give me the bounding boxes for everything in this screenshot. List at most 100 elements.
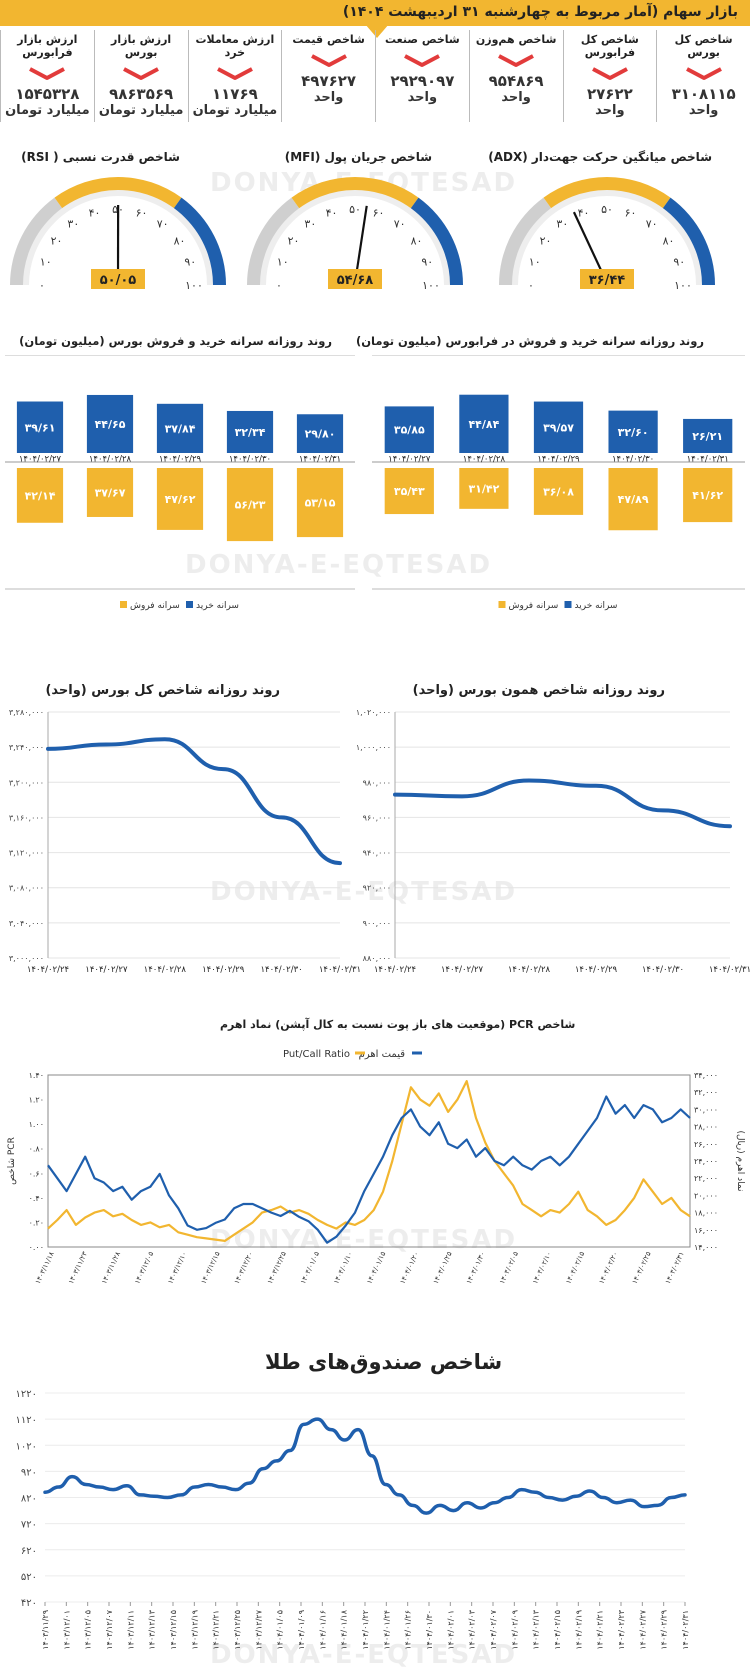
stat-title: ارزش بازار بورس: [111, 33, 172, 59]
y-right-tick-label: ۲۰,۰۰۰: [694, 1191, 718, 1200]
gauge-value-label: ۳۶/۴۴: [589, 273, 626, 288]
trend-down-chevron: [216, 67, 253, 80]
gauge-tick-label: ۳۰: [67, 218, 79, 231]
gauge-tick-label: ۸۰: [663, 234, 675, 247]
x-tick-label: ۱۴۰۴/۰۲/۰۳: [468, 1609, 477, 1649]
x-tick-label: ۱۴۰۴/۰۲/۲۳: [617, 1609, 626, 1649]
bar-sell-label: ۵۳/۱۵: [305, 497, 336, 510]
legend-label-ahrom: قیمت اهرم: [359, 1049, 406, 1060]
bar-buy-label: ۲۹/۸۰: [305, 428, 336, 441]
trend-down-icon: [591, 67, 628, 80]
bar-buy: [608, 410, 658, 453]
x-tick-label: ۱۴۰۴/۰۲/۱۳: [532, 1609, 541, 1649]
gauge-tick-label: ۷۰: [157, 218, 169, 231]
x-tick-label: ۱۴۰۳/۱۲/۱۳: [148, 1609, 157, 1649]
trend-down-icon: [29, 67, 66, 80]
gauge-tick-label: ۷۰: [646, 218, 658, 231]
bar-buy-label: ۴۴/۸۴: [468, 418, 499, 431]
stat-card: ارزش بازار فرابورس ۱۵۴۵۳۲۸ میلیارد تومان: [0, 30, 94, 122]
gauge-tick-label: ۹۰: [673, 256, 685, 269]
bar-buy: [384, 406, 434, 453]
gauge-tick-label: ۷۰: [394, 218, 406, 231]
x-tick-label: ۱۴۰۴/۰۱/۱۵: [365, 1250, 387, 1285]
bar-category-label: ۱۴۰۴/۰۲/۳۰: [612, 455, 654, 465]
y-tick-label: ۳,۲۸۰,۰۰۰: [9, 708, 44, 717]
gauge-tick-label: ۲۰: [540, 234, 552, 247]
index-line: [46, 737, 342, 866]
x-tick-label: ۱۴۰۴/۰۱/۲۶: [404, 1610, 413, 1650]
y-right-tick-label: ۱۴,۰۰۰: [694, 1243, 718, 1252]
y-right-tick-label: ۳۴,۰۰۰: [694, 1071, 718, 1080]
watermark: DONYA-E-EQTESAD: [210, 1225, 518, 1255]
y-tick-label: ۳,۱۲۰,۰۰۰: [9, 849, 44, 858]
stat-title: شاخص هم‌وزن: [475, 33, 557, 46]
x-tick-label: ۱۴۰۴/۰۱/۱۶: [318, 1610, 327, 1650]
gauge-title-mfi: شاخص جریان پول (MFI): [284, 150, 432, 164]
chart-title-bourse-index: روند روزانه شاخص کل بورس (واحد): [45, 683, 280, 698]
y-right-tick-label: ۲۶,۰۰۰: [694, 1140, 718, 1149]
y-left-axis-label: شاخص PCR: [7, 1137, 17, 1185]
trend-down-icon: [498, 54, 535, 67]
gauge-tick-label: ۹۰: [184, 256, 196, 269]
stat-unit: میلیارد تومان: [98, 103, 184, 118]
y-tick-label: ۱۱۲۰: [16, 1415, 37, 1426]
stat-card: شاخص هم‌وزن ۹۵۴۸۶۹ واحد: [468, 30, 563, 122]
x-tick-label: ۱۴۰۳/۱۲/۱۵: [169, 1610, 178, 1650]
gauge-tick-label: ۱۰: [529, 256, 541, 269]
y-tick-label: ۵۲۰: [21, 1572, 37, 1583]
bar-sell-label: ۳۶/۰۸: [543, 485, 574, 498]
y-right-tick-label: ۳۰,۰۰۰: [694, 1105, 718, 1114]
bar-sell-label: ۳۷/۶۷: [95, 486, 126, 499]
stat-value: ۲۹۲۹۰۹۷: [390, 72, 455, 90]
stat-card: شاخص کل بورس ۳۱۰۸۱۱۵ واحد: [656, 30, 750, 122]
x-tick-label: ۱۴۰۴/۰۱/۰۹: [297, 1610, 306, 1650]
x-tick-label: ۱۴۰۴/۰۲/۲۷: [638, 1609, 647, 1649]
bar-sell: [86, 468, 134, 517]
x-tick-label: ۱۴۰۴/۰۲/۱۵: [564, 1250, 586, 1285]
bar-sell-label: ۴۷/۶۲: [165, 493, 196, 506]
stat-card: شاخص کل فرابورس ۲۷۶۲۲ واحد: [562, 30, 657, 122]
chart-title-hamvazn: روند روزانه شاخص همون بورس (واحد): [412, 683, 665, 698]
x-tick-label: ۱۴۰۴/۰۱/۱۸: [340, 1609, 349, 1649]
gauge-tick-label: ۰: [528, 279, 534, 292]
gauge-tick-label: ۱۰: [277, 256, 289, 269]
bar-buy-label: ۳۵/۸۵: [394, 424, 425, 437]
trend-down-chevron: [685, 67, 722, 80]
gauge-tick-label: ۵۰: [601, 203, 613, 216]
trend-down-chevron: [310, 54, 347, 67]
gauge-inner-ring: [512, 190, 702, 286]
x-tick-label: ۱۴۰۴/۰۲/۱۵: [553, 1610, 562, 1650]
y-left-tick-label: ۰.۸۰: [29, 1145, 44, 1154]
x-tick-label: ۱۴۰۴/۰۲/۲۹: [575, 965, 618, 975]
x-tick-label: ۱۴۰۴/۰۲/۲۷: [441, 965, 484, 975]
x-tick-label: ۱۴۰۴/۰۲/۳۱: [681, 1610, 690, 1650]
stat-card: شاخص صنعت ۲۹۲۹۰۹۷ واحد: [375, 30, 469, 122]
stat-value: ۹۵۴۸۶۹: [488, 72, 544, 90]
y-left-tick-label: ۰.۴۰: [29, 1194, 44, 1203]
y-tick-label: ۶۲۰: [21, 1546, 37, 1557]
bar-buy: [459, 394, 509, 453]
gauge-title-rsi: شاخص قدرت نسبی ( RSI): [21, 150, 180, 164]
gold-index-line: [43, 1417, 687, 1515]
y-tick-label: ۳,۲۰۰,۰۰۰: [9, 778, 44, 787]
stat-title: شاخص کل بورس: [674, 33, 733, 59]
bar-buy-label: ۴۴/۶۵: [95, 418, 126, 431]
bar-buy-label: ۳۹/۶۱: [25, 421, 56, 434]
stat-unit: واحد: [313, 90, 344, 105]
trend-down-icon: [685, 67, 722, 80]
chart-title-farabourse-bars: روند روزانه سرانه خرید و فروش در فرابورس…: [355, 334, 704, 348]
bar-buy-label: ۳۲/۶۰: [618, 426, 649, 439]
stat-value: ۳۱۰۸۱۱۵: [671, 85, 736, 103]
gauge-tick-label: ۶۰: [625, 207, 637, 220]
x-tick-label: ۱۴۰۴/۰۲/۲۱: [596, 1610, 605, 1650]
x-tick-label: ۱۴۰۳/۱۲/۰۷: [105, 1609, 114, 1649]
legend-swatch-buy: [564, 601, 572, 608]
y-tick-label: ۹۸۰,۰۰۰: [363, 778, 391, 787]
x-tick-label: ۱۴۰۴/۰۲/۲۵: [631, 1250, 653, 1285]
plot-frame: [47, 1074, 691, 1248]
stat-card: شاخص قیمت ۴۹۷۶۲۷ واحد: [281, 30, 375, 122]
x-tick-label: ۱۴۰۴/۰۱/۲۵: [432, 1250, 454, 1285]
stat-value: ۲۷۶۲۲: [586, 85, 633, 103]
x-tick-label: ۱۴۰۳/۱۲/۰۵: [84, 1610, 93, 1650]
bar-sell: [296, 468, 344, 538]
